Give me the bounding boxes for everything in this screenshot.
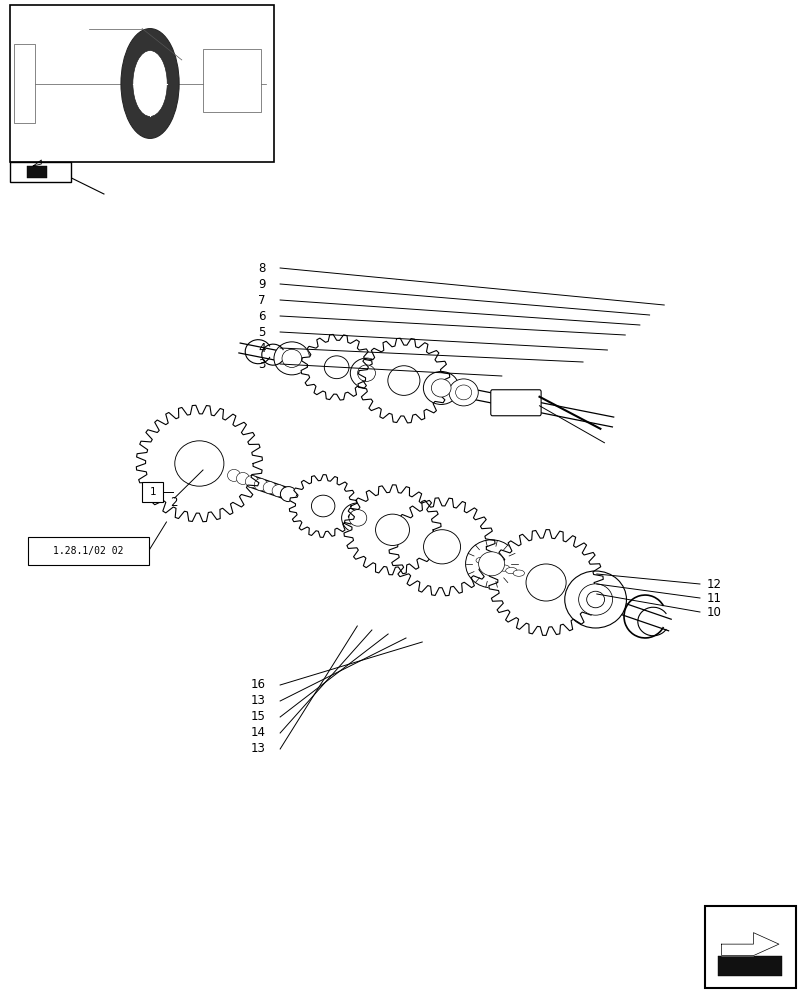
Text: 4: 4 — [258, 342, 265, 355]
Bar — [28, 537, 148, 565]
Text: 10: 10 — [706, 605, 720, 618]
Ellipse shape — [281, 349, 301, 367]
Text: 11: 11 — [706, 591, 720, 604]
Ellipse shape — [388, 366, 419, 395]
Bar — [718, 956, 781, 976]
Text: 16: 16 — [251, 678, 265, 692]
Text: 1.28.1/02 02: 1.28.1/02 02 — [54, 546, 123, 556]
Text: 3: 3 — [258, 358, 265, 370]
Ellipse shape — [236, 472, 249, 484]
Ellipse shape — [174, 441, 224, 486]
Text: 12: 12 — [706, 578, 720, 590]
Polygon shape — [488, 530, 603, 635]
Text: 13: 13 — [251, 694, 265, 708]
Ellipse shape — [564, 571, 625, 628]
Text: 7: 7 — [258, 294, 265, 306]
Ellipse shape — [505, 567, 517, 574]
Ellipse shape — [341, 503, 374, 533]
Bar — [203, 49, 261, 112]
Ellipse shape — [513, 570, 524, 576]
Ellipse shape — [311, 495, 334, 517]
Ellipse shape — [273, 342, 309, 375]
Ellipse shape — [121, 29, 179, 138]
Bar — [27, 166, 47, 178]
Text: 1: 1 — [149, 487, 156, 497]
Text: 15: 15 — [251, 710, 265, 724]
Ellipse shape — [375, 514, 409, 545]
Bar — [10, 162, 71, 182]
Polygon shape — [289, 475, 357, 537]
Ellipse shape — [448, 379, 478, 406]
Ellipse shape — [133, 51, 167, 116]
Ellipse shape — [465, 540, 517, 588]
Ellipse shape — [350, 358, 382, 388]
Ellipse shape — [578, 584, 611, 615]
Text: 5: 5 — [258, 326, 265, 338]
Ellipse shape — [483, 560, 494, 566]
Ellipse shape — [245, 476, 258, 488]
Ellipse shape — [290, 491, 303, 503]
Text: 2: 2 — [170, 496, 178, 510]
Ellipse shape — [455, 385, 471, 400]
Ellipse shape — [280, 487, 296, 502]
Ellipse shape — [263, 482, 276, 494]
Ellipse shape — [281, 488, 294, 500]
Ellipse shape — [423, 371, 458, 404]
Text: 6: 6 — [258, 310, 265, 322]
Text: 9: 9 — [258, 277, 265, 290]
Bar — [704, 906, 795, 988]
Polygon shape — [301, 334, 371, 400]
Bar — [14, 44, 35, 123]
Text: 14: 14 — [251, 726, 265, 740]
Text: 13: 13 — [251, 742, 265, 756]
Polygon shape — [344, 485, 440, 575]
Polygon shape — [136, 405, 262, 522]
Polygon shape — [721, 933, 778, 956]
FancyBboxPatch shape — [490, 390, 540, 416]
Ellipse shape — [423, 530, 460, 564]
Ellipse shape — [272, 485, 285, 497]
Bar — [142, 482, 163, 502]
Ellipse shape — [498, 565, 509, 571]
Ellipse shape — [431, 379, 450, 397]
Ellipse shape — [586, 591, 603, 608]
Ellipse shape — [526, 564, 565, 601]
Bar — [10, 5, 274, 162]
Ellipse shape — [349, 510, 367, 526]
Ellipse shape — [357, 365, 375, 381]
Polygon shape — [358, 338, 449, 423]
Ellipse shape — [254, 479, 267, 491]
Ellipse shape — [478, 552, 504, 576]
Ellipse shape — [227, 469, 240, 481]
Text: 8: 8 — [258, 261, 265, 274]
Ellipse shape — [490, 562, 501, 569]
Ellipse shape — [475, 557, 487, 564]
Polygon shape — [388, 498, 495, 596]
Ellipse shape — [324, 356, 349, 379]
